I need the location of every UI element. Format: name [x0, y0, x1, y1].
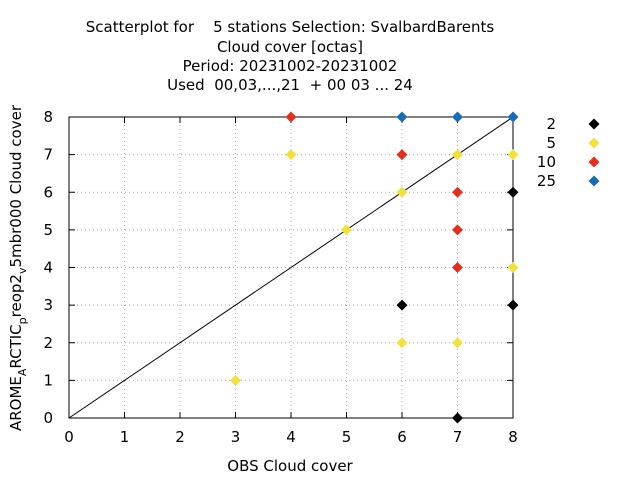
data-point-series-10: [452, 186, 463, 198]
x-axis-label: OBS Cloud cover: [227, 457, 353, 475]
data-point-series-25: [452, 111, 463, 123]
chart-title-line-1: Scatterplot for 5 stations Selection: Sv…: [85, 18, 495, 36]
y-tick-label: 0: [43, 409, 53, 427]
x-tick-label: 4: [286, 428, 296, 446]
y-tick-label: 2: [43, 334, 53, 352]
legend-label-25: 25: [537, 172, 556, 190]
data-point-series-10: [452, 224, 463, 236]
legend-marker-2: [588, 118, 600, 130]
data-point-series-5: [285, 149, 297, 161]
data-point-series-2: [507, 186, 519, 198]
x-tick-label: 2: [175, 428, 185, 446]
y-label-part-2: RCTIC: [7, 324, 25, 368]
data-point-series-2: [452, 412, 463, 424]
data-point-series-5: [452, 149, 463, 161]
y-tick-label: 7: [43, 146, 53, 164]
data-point-series-5: [341, 224, 352, 236]
data-point-series-2: [507, 299, 519, 311]
legend-marker-25: [588, 175, 600, 187]
data-point-series-25: [507, 111, 519, 123]
data-point-series-5: [396, 186, 408, 198]
data-point-series-10: [285, 111, 297, 123]
y-label-subscript-2: p: [16, 317, 29, 324]
y-label-subscript-1: A: [16, 368, 29, 376]
data-point-series-2: [396, 299, 408, 311]
y-tick-label: 8: [43, 108, 53, 126]
x-tick-label: 8: [508, 428, 518, 446]
y-label-part-3: reop2: [7, 274, 25, 317]
x-tick-label: 7: [453, 428, 463, 446]
legend-marker-5: [588, 137, 600, 149]
y-tick-label: 5: [43, 221, 53, 239]
data-point-series-5: [396, 337, 408, 349]
diagonal-line: [68, 116, 514, 419]
y-tick-label: 1: [43, 371, 53, 389]
data-point-series-5: [230, 374, 241, 386]
chart-title-line-3: Period: 20231002-20231002: [182, 57, 398, 75]
legend-label-5: 5: [546, 134, 556, 152]
y-label-subscript-3: v: [16, 267, 29, 274]
chart-title-line-4: Used 00,03,...,21 + 00 03 ... 24: [167, 76, 413, 94]
y-label-part-1: AROME: [7, 376, 25, 431]
axis-ticks: 0 1 2 3 4 5 6 7 8 0 1 2 3 4 5 6 7 8: [43, 108, 517, 446]
legend-marker-10: [588, 156, 600, 168]
y-tick-label: 6: [43, 183, 53, 201]
data-point-series-25: [396, 111, 408, 123]
y-axis-label: AROMEARCTICpreop2v5mbr000 Cloud cover: [7, 104, 29, 431]
legend-label-10: 10: [537, 153, 556, 171]
data-point-series-5: [452, 337, 463, 349]
data-points: [230, 111, 519, 424]
y-label-part-4: 5mbr000 Cloud cover: [7, 104, 25, 267]
x-tick-label: 3: [231, 428, 241, 446]
x-tick-label: 1: [120, 428, 130, 446]
x-tick-label: 6: [397, 428, 407, 446]
data-point-series-10: [396, 149, 408, 161]
y-tick-label: 4: [43, 259, 53, 277]
x-tick-label: 0: [64, 428, 74, 446]
data-point-series-5: [507, 262, 519, 273]
data-point-series-10: [452, 262, 463, 273]
y-tick-label: 3: [43, 296, 53, 314]
legend-label-2: 2: [546, 115, 556, 133]
chart-title-line-2: Cloud cover [octas]: [216, 38, 364, 56]
data-point-series-5: [507, 149, 519, 161]
x-tick-label: 5: [342, 428, 352, 446]
